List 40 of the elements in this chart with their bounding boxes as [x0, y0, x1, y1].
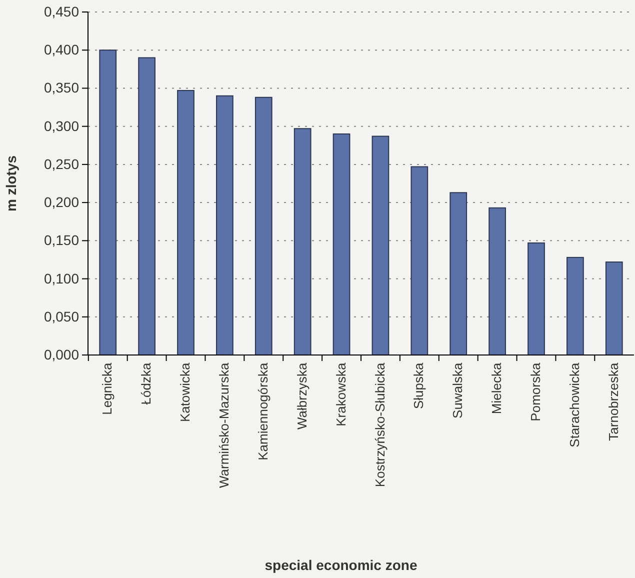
y-tick-label: 0,200: [44, 194, 80, 210]
bar: [138, 57, 156, 356]
x-tick-label: Suwalska: [450, 362, 466, 418]
x-tick-label: Łódzka: [138, 362, 154, 405]
y-tick-label: 0,400: [44, 42, 80, 58]
y-tick-label: 0,050: [44, 308, 80, 324]
bar: [254, 96, 272, 356]
x-tick-label: Krakowska: [333, 362, 348, 426]
y-tick-label: 0,300: [44, 118, 80, 134]
bar: [488, 207, 506, 356]
bar: [216, 95, 234, 356]
x-tick-label: Katowicka: [178, 362, 193, 422]
x-tick-label: Kamiennogórska: [255, 362, 270, 460]
bar: [177, 90, 194, 356]
x-axis-title: special economic zone: [264, 557, 418, 573]
x-tick-label: Kostrzyńsko-Słubicka: [372, 362, 388, 488]
bar: [450, 192, 468, 356]
x-tick-label: Legnicka: [100, 362, 115, 415]
x-tick-label: Wałbrzyska: [294, 362, 310, 430]
y-tick-label: 0,000: [44, 346, 80, 362]
bar: [528, 242, 545, 356]
bar: [99, 50, 117, 356]
bar: [294, 128, 312, 356]
x-tick-label: Tarnobrzeska: [606, 362, 621, 441]
x-tick-label: Pomorska: [528, 362, 544, 422]
bar: [372, 136, 390, 356]
y-tick-label: 0,100: [44, 270, 80, 286]
bar: [605, 262, 623, 356]
bar: [410, 166, 428, 356]
y-tick-label: 0,250: [44, 156, 80, 172]
y-axis-title: m zlotys: [3, 155, 19, 212]
y-tick-label: 0,150: [44, 232, 80, 248]
x-tick-label: Słupska: [411, 362, 426, 410]
bar: [566, 256, 584, 356]
x-tick-label: Starachowicka: [566, 362, 582, 448]
y-tick-label: 0,350: [44, 80, 80, 96]
bar: [332, 133, 350, 356]
x-tick-label: Mielecka: [489, 362, 504, 414]
x-tick-label: Warmińsko-Mazurska: [216, 362, 232, 488]
y-tick-label: 0,450: [44, 3, 80, 20]
